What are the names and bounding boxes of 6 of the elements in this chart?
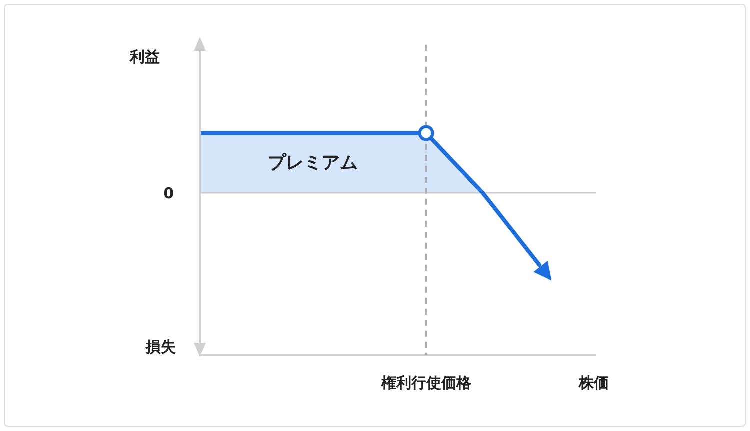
text: 株価 [578,374,609,392]
band-label: プレミアム [268,152,358,174]
ref-line-label: 0 [164,184,174,202]
text: 権利行使価格 [380,374,472,392]
text: 損失 [145,338,176,356]
text: 利益 [129,48,160,66]
